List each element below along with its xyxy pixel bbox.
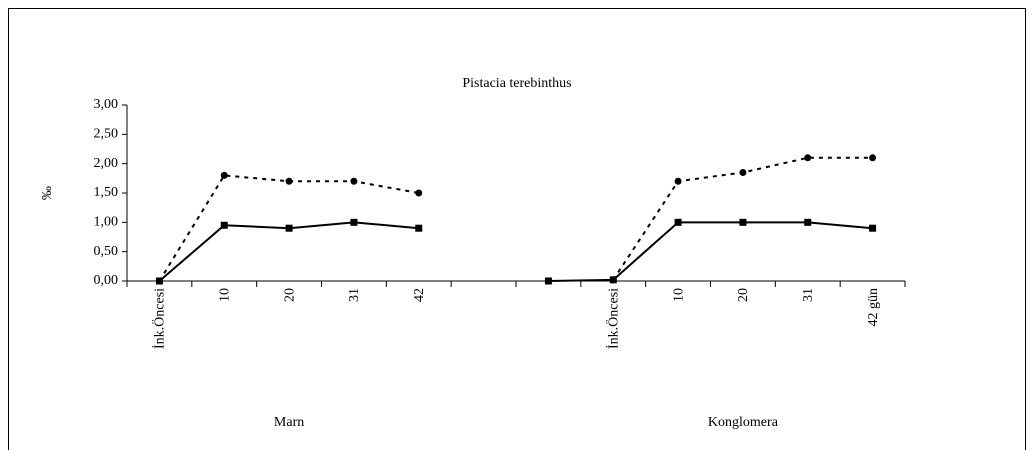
- marker: [804, 154, 812, 162]
- marker: [674, 177, 682, 185]
- frame: [8, 8, 1026, 450]
- marker: [350, 218, 358, 226]
- series-line: [158, 221, 873, 282]
- marker: [869, 154, 877, 162]
- marker: [220, 171, 228, 179]
- marker: [220, 221, 228, 229]
- marker: [544, 277, 552, 285]
- x-tick-label: İnk.Öncesi: [604, 288, 621, 349]
- marker: [869, 224, 877, 232]
- marker: [804, 218, 812, 226]
- chart-title: Pistacia terebinthus: [462, 76, 571, 91]
- x-tick-label: 31: [801, 288, 816, 302]
- marker: [285, 224, 293, 232]
- x-tick-label: İnk.Öncesi: [151, 288, 168, 349]
- marker: [285, 177, 293, 185]
- y-tick-label: 0,00: [94, 273, 119, 288]
- marker: [739, 218, 747, 226]
- marker: [674, 218, 682, 226]
- x-tick-label: 42 gün: [866, 288, 881, 327]
- marker: [415, 224, 423, 232]
- x-tick-label: 10: [671, 288, 686, 302]
- x-tick-label: 10: [217, 288, 232, 302]
- y-axis-label: ‰: [40, 186, 55, 200]
- y-tick-label: 1,00: [94, 215, 119, 230]
- y-tick-label: 1,50: [94, 185, 119, 200]
- group-label: Marn: [274, 415, 304, 430]
- series-line: [158, 156, 873, 282]
- x-tick-label: 31: [347, 288, 362, 302]
- marker: [350, 177, 358, 185]
- marker: [739, 168, 747, 176]
- marker: [415, 189, 423, 197]
- x-tick-label: 20: [282, 288, 297, 302]
- y-tick-label: 2,50: [94, 127, 119, 142]
- marker: [155, 277, 163, 285]
- x-tick-label: 20: [736, 288, 751, 302]
- marker: [609, 276, 617, 284]
- y-tick-label: 0,50: [94, 244, 119, 259]
- y-tick-label: 2,00: [94, 156, 119, 171]
- group-label: Konglomera: [708, 415, 779, 430]
- x-tick-label: 42: [412, 288, 427, 302]
- y-tick-label: 3,00: [94, 97, 119, 112]
